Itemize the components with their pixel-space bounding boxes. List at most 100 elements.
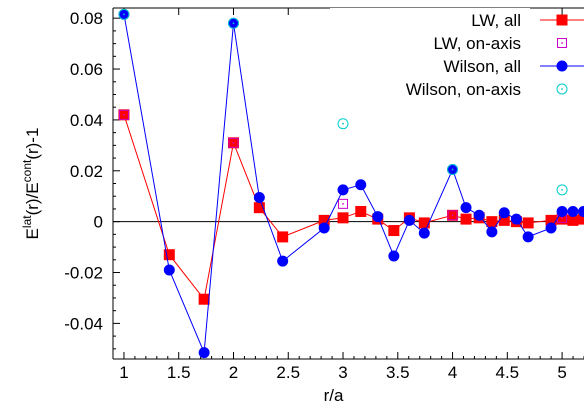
x-tick-label: 3	[338, 363, 347, 382]
axis-ticks: 1 1.5 2 2.5 3 3.5 4 4.5 5 -0.04 -0.02 0 0.02 0.04 0.06…	[64, 8, 584, 382]
y-tick-label: 0.08	[70, 9, 103, 28]
marker-center-dot	[561, 88, 563, 90]
x-tick-label: 2	[229, 363, 238, 382]
y-axis-label: Elat(r)/Econt(r)-1	[20, 128, 42, 240]
data-series	[118, 8, 584, 359]
marker-filled-circle	[337, 184, 349, 196]
legend-label: LW, all	[471, 11, 521, 30]
marker-filled-circle	[567, 205, 579, 217]
marker-filled-circle	[372, 211, 384, 223]
marker-filled-circle	[198, 347, 210, 359]
marker-open-square	[557, 38, 567, 48]
legend-entry: Wilson, all	[330, 54, 584, 76]
y-tick-label: 0	[94, 213, 103, 232]
marker-filled-circle	[556, 205, 568, 217]
marker-filled-circle	[403, 214, 415, 226]
marker-filled-square	[355, 205, 367, 217]
marker-center-dot	[561, 188, 563, 191]
marker-filled-circle	[556, 60, 568, 72]
marker-filled-square	[337, 212, 349, 224]
marker-center-dot	[561, 217, 563, 219]
marker-filled-square	[277, 231, 289, 243]
series-wilson-on-axis	[118, 8, 568, 196]
y-label-text: E	[23, 228, 42, 239]
legend-entry: LW, on-axis	[330, 31, 567, 53]
marker-center-dot	[451, 214, 454, 217]
marker-open-circle	[337, 118, 349, 130]
x-tick-label: 4	[448, 363, 457, 382]
legend-entry: LW, all	[330, 8, 584, 30]
marker-filled-circle	[522, 231, 534, 243]
y-tick-label: -0.02	[64, 264, 103, 283]
marker-center-dot	[123, 114, 125, 116]
marker-filled-square	[460, 213, 472, 225]
x-tick-label: 2.5	[276, 363, 300, 382]
marker-open-square	[228, 137, 239, 148]
marker-filled-circle	[498, 207, 510, 219]
x-tick-label: 1.5	[167, 363, 191, 382]
marker-filled-circle	[355, 179, 367, 191]
series-wilson-all	[118, 8, 584, 359]
marker-filled-circle	[253, 191, 265, 203]
marker-filled-square	[522, 217, 534, 229]
series-line	[123, 114, 584, 301]
marker-filled-circle	[486, 226, 498, 238]
legend-entry: Wilson, on-axis	[330, 77, 568, 99]
marker-center-dot	[232, 22, 235, 25]
x-tick-label: 5	[557, 363, 566, 382]
legend-bg	[330, 8, 530, 30]
marker-open-circle	[447, 164, 459, 176]
marker-filled-circle	[510, 213, 522, 225]
legend-label: Wilson, on-axis	[406, 80, 521, 99]
legend-label: Wilson, all	[444, 57, 521, 76]
y-tick-label: 0.06	[70, 60, 103, 79]
marker-filled-circle	[163, 264, 175, 276]
legend-label: LW, on-axis	[433, 34, 521, 53]
marker-filled-square	[388, 225, 400, 237]
marker-open-square	[338, 198, 349, 209]
marker-center-dot	[342, 122, 344, 125]
y-label-text: (r)/E	[23, 182, 42, 215]
y-label-superscript: lat	[20, 215, 34, 228]
series-lw-all	[118, 109, 584, 305]
marker-filled-square	[556, 14, 568, 26]
x-tick-label: 3.5	[386, 363, 410, 382]
marker-center-dot	[123, 13, 125, 16]
series-lw-on-axis	[118, 109, 568, 223]
marker-open-circle	[556, 184, 568, 196]
marker-filled-circle	[318, 222, 330, 234]
y-tick-label: -0.04	[64, 314, 103, 333]
legend-bg	[330, 31, 530, 53]
y-label-text: (r)-1	[23, 128, 42, 160]
marker-filled-circle	[578, 205, 584, 217]
marker-open-square	[118, 109, 129, 120]
marker-filled-circle	[418, 227, 430, 239]
marker-filled-circle	[277, 255, 289, 267]
marker-center-dot	[342, 203, 344, 205]
marker-filled-square	[163, 249, 175, 261]
marker-filled-circle	[545, 222, 557, 234]
x-tick-label: 4.5	[496, 363, 520, 382]
marker-open-circle	[118, 8, 130, 20]
marker-center-dot	[451, 168, 454, 171]
marker-open-circle	[227, 17, 239, 29]
marker-center-dot	[561, 42, 563, 44]
marker-open-square	[447, 210, 458, 221]
marker-filled-circle	[388, 250, 400, 262]
x-axis-label: r/a	[324, 386, 344, 405]
marker-filled-circle	[473, 209, 485, 221]
legend-bg	[330, 77, 530, 99]
y-tick-label: 0.04	[70, 111, 103, 130]
marker-open-circle	[556, 83, 568, 95]
y-label-superscript: cont	[20, 159, 34, 182]
y-tick-label: 0.02	[70, 162, 103, 181]
marker-filled-square	[198, 293, 210, 305]
x-tick-label: 1	[119, 363, 128, 382]
marker-center-dot	[232, 142, 235, 144]
marker-filled-circle	[460, 202, 472, 214]
marker-filled-square	[486, 216, 498, 228]
legend-bg	[330, 54, 530, 76]
axis-labels: r/a Elat(r)/Econt(r)-1	[20, 128, 344, 405]
legend: LW, all LW, on-axis Wilson, all Wilson, on-…	[330, 8, 584, 99]
